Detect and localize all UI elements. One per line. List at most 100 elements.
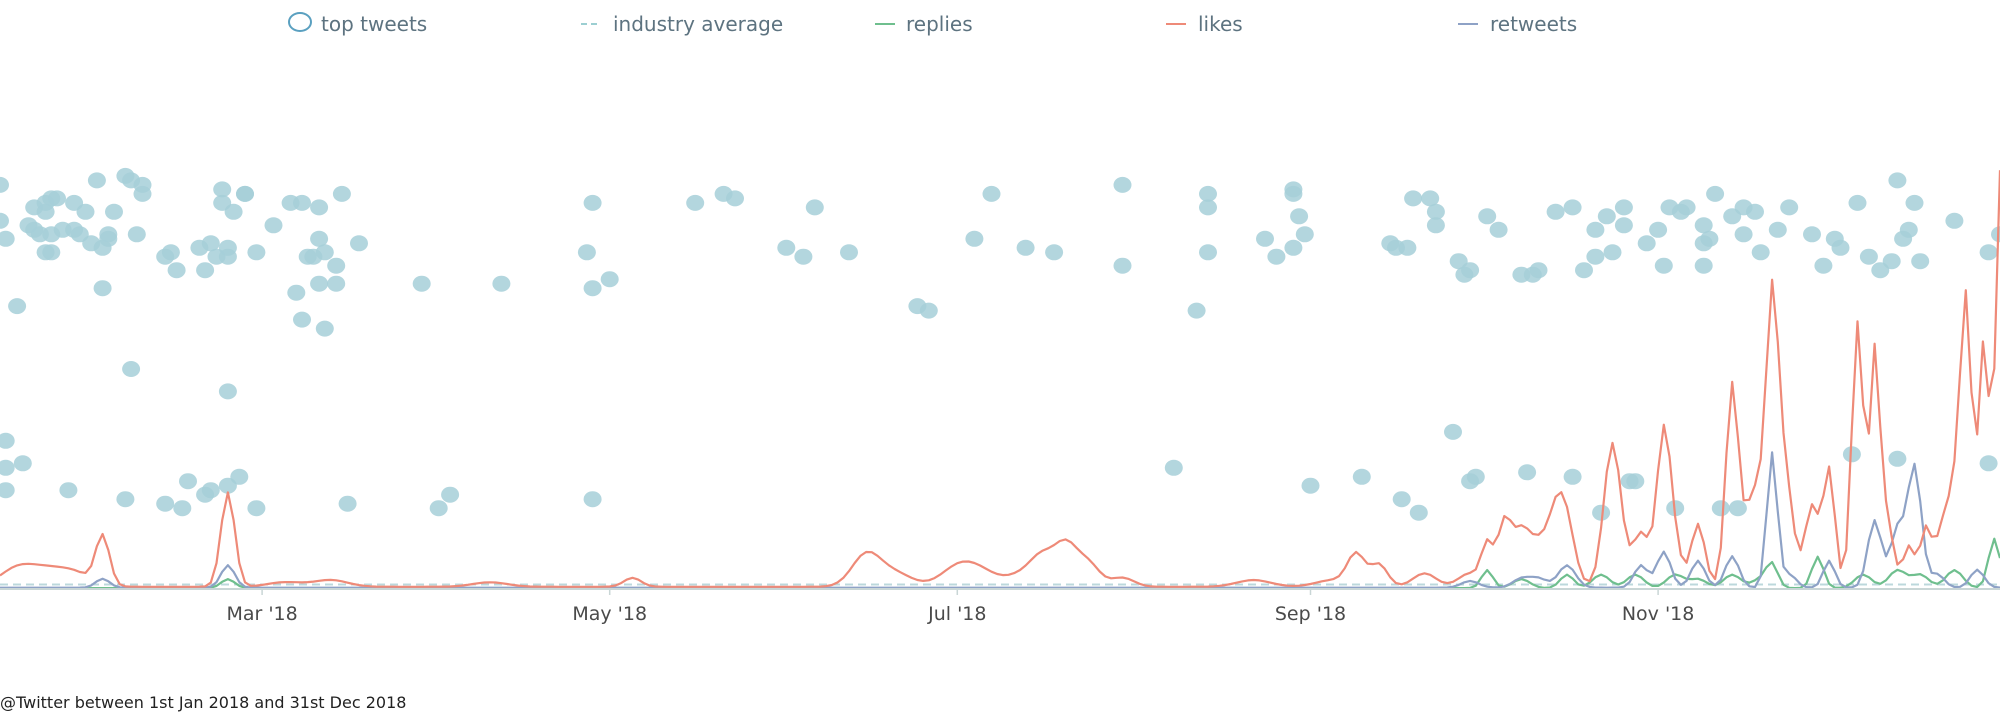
top-tweet-point[interactable]: [264, 217, 283, 234]
top-tweet-point[interactable]: [1267, 248, 1286, 265]
top-tweet-point[interactable]: [965, 230, 984, 247]
top-tweet-point[interactable]: [133, 185, 152, 202]
legend-item-replies[interactable]: replies: [875, 12, 973, 36]
top-tweet-point[interactable]: [1301, 477, 1320, 494]
top-tweet-point[interactable]: [1113, 257, 1132, 274]
top-tweet-point[interactable]: [315, 320, 334, 337]
top-tweet-point[interactable]: [1256, 230, 1274, 247]
top-tweet-point[interactable]: [315, 244, 334, 261]
top-tweet-point[interactable]: [42, 244, 61, 261]
top-tweet-point[interactable]: [1979, 244, 1998, 261]
top-tweet-point[interactable]: [0, 176, 9, 193]
top-tweet-point[interactable]: [1466, 468, 1485, 485]
top-tweet-point[interactable]: [1284, 185, 1303, 202]
top-tweet-point[interactable]: [87, 172, 106, 189]
top-tweet-point[interactable]: [429, 500, 448, 517]
top-tweet-point[interactable]: [1478, 208, 1497, 225]
top-tweet-point[interactable]: [600, 271, 619, 288]
top-tweet-point[interactable]: [310, 275, 329, 292]
top-tweet-point[interactable]: [76, 203, 95, 220]
top-tweet-point[interactable]: [8, 298, 27, 315]
legend-item-industry-average[interactable]: industry average: [581, 12, 783, 36]
legend-item-top-tweets[interactable]: top tweets: [288, 12, 427, 36]
top-tweet-point[interactable]: [1831, 239, 1850, 256]
top-tweet-point[interactable]: [218, 239, 237, 256]
top-tweet-point[interactable]: [350, 235, 368, 252]
top-tweet-point[interactable]: [196, 262, 215, 279]
top-tweet-point[interactable]: [1768, 221, 1787, 238]
top-tweet-point[interactable]: [919, 302, 938, 319]
top-tweet-point[interactable]: [59, 482, 78, 499]
top-tweet-point[interactable]: [327, 257, 346, 274]
top-tweet-point[interactable]: [1352, 468, 1371, 485]
top-tweet-point[interactable]: [122, 361, 141, 377]
top-tweet-point[interactable]: [1945, 212, 1964, 229]
top-tweet-point[interactable]: [583, 194, 602, 211]
top-tweet-point[interactable]: [1694, 217, 1713, 234]
top-tweet-point[interactable]: [99, 226, 118, 243]
top-tweet-point[interactable]: [1404, 190, 1423, 207]
top-tweet-point[interactable]: [1563, 468, 1582, 485]
top-tweet-point[interactable]: [201, 235, 220, 252]
top-tweet-point[interactable]: [1848, 194, 1867, 211]
top-tweet-point[interactable]: [1586, 248, 1605, 265]
top-tweet-point[interactable]: [1199, 199, 1217, 216]
top-tweet-point[interactable]: [1461, 262, 1480, 279]
top-tweet-point[interactable]: [1284, 239, 1303, 256]
top-tweet-point[interactable]: [1421, 190, 1440, 207]
top-tweet-point[interactable]: [777, 239, 796, 256]
legend-item-likes[interactable]: likes: [1166, 12, 1243, 36]
top-tweet-point[interactable]: [1409, 504, 1428, 521]
top-tweet-point[interactable]: [1626, 473, 1645, 490]
top-tweet-point[interactable]: [156, 495, 175, 512]
top-tweet-point[interactable]: [1113, 176, 1132, 193]
top-tweet-point[interactable]: [167, 262, 186, 279]
top-tweet-point[interactable]: [127, 226, 146, 243]
top-tweet-point[interactable]: [1979, 455, 1998, 472]
top-tweet-point[interactable]: [441, 486, 460, 503]
top-tweet-point[interactable]: [1888, 450, 1907, 467]
top-tweet-point[interactable]: [247, 244, 266, 261]
top-tweet-point[interactable]: [1694, 257, 1713, 274]
top-tweet-point[interactable]: [332, 185, 351, 202]
top-tweet-point[interactable]: [310, 230, 329, 247]
top-tweet-point[interactable]: [293, 194, 311, 211]
top-tweet-point[interactable]: [1187, 302, 1206, 319]
top-tweet-point[interactable]: [577, 244, 596, 261]
top-tweet-point[interactable]: [0, 230, 15, 247]
top-tweet-point[interactable]: [116, 491, 135, 508]
top-tweet-point[interactable]: [161, 244, 180, 261]
top-tweet-point[interactable]: [1426, 203, 1445, 220]
top-tweet-point[interactable]: [1199, 185, 1217, 202]
top-tweet-point[interactable]: [201, 482, 220, 499]
top-tweet-point[interactable]: [1489, 221, 1508, 238]
top-tweet-point[interactable]: [0, 432, 15, 449]
top-tweet-point[interactable]: [218, 383, 237, 400]
top-tweet-point[interactable]: [1751, 244, 1770, 261]
top-tweet-point[interactable]: [1518, 464, 1537, 481]
top-tweet-point[interactable]: [1563, 199, 1582, 216]
top-tweet-point[interactable]: [1290, 208, 1309, 225]
top-tweet-point[interactable]: [1654, 257, 1673, 274]
top-tweet-point[interactable]: [1700, 230, 1719, 247]
top-tweet-point[interactable]: [1814, 257, 1833, 274]
top-tweet-point[interactable]: [1586, 221, 1605, 238]
top-tweet-point[interactable]: [48, 190, 66, 207]
top-tweet-point[interactable]: [179, 473, 197, 490]
top-tweet-point[interactable]: [1882, 253, 1901, 270]
top-tweet-point[interactable]: [1911, 253, 1930, 270]
top-tweet-point[interactable]: [794, 248, 813, 265]
top-tweet-point[interactable]: [1780, 199, 1799, 216]
top-tweet-point[interactable]: [1803, 226, 1821, 243]
top-tweet-point[interactable]: [1529, 262, 1548, 279]
top-tweet-point[interactable]: [247, 500, 266, 517]
top-tweet-point[interactable]: [93, 280, 112, 297]
legend-item-retweets[interactable]: retweets: [1458, 12, 1577, 36]
top-tweet-point[interactable]: [1597, 208, 1616, 225]
top-tweet-point[interactable]: [1888, 172, 1907, 189]
top-tweet-point[interactable]: [1392, 491, 1411, 508]
top-tweet-point[interactable]: [1905, 194, 1924, 211]
top-tweet-point[interactable]: [1842, 446, 1861, 463]
top-tweet-point[interactable]: [1711, 500, 1730, 517]
top-tweet-point[interactable]: [1575, 262, 1593, 279]
